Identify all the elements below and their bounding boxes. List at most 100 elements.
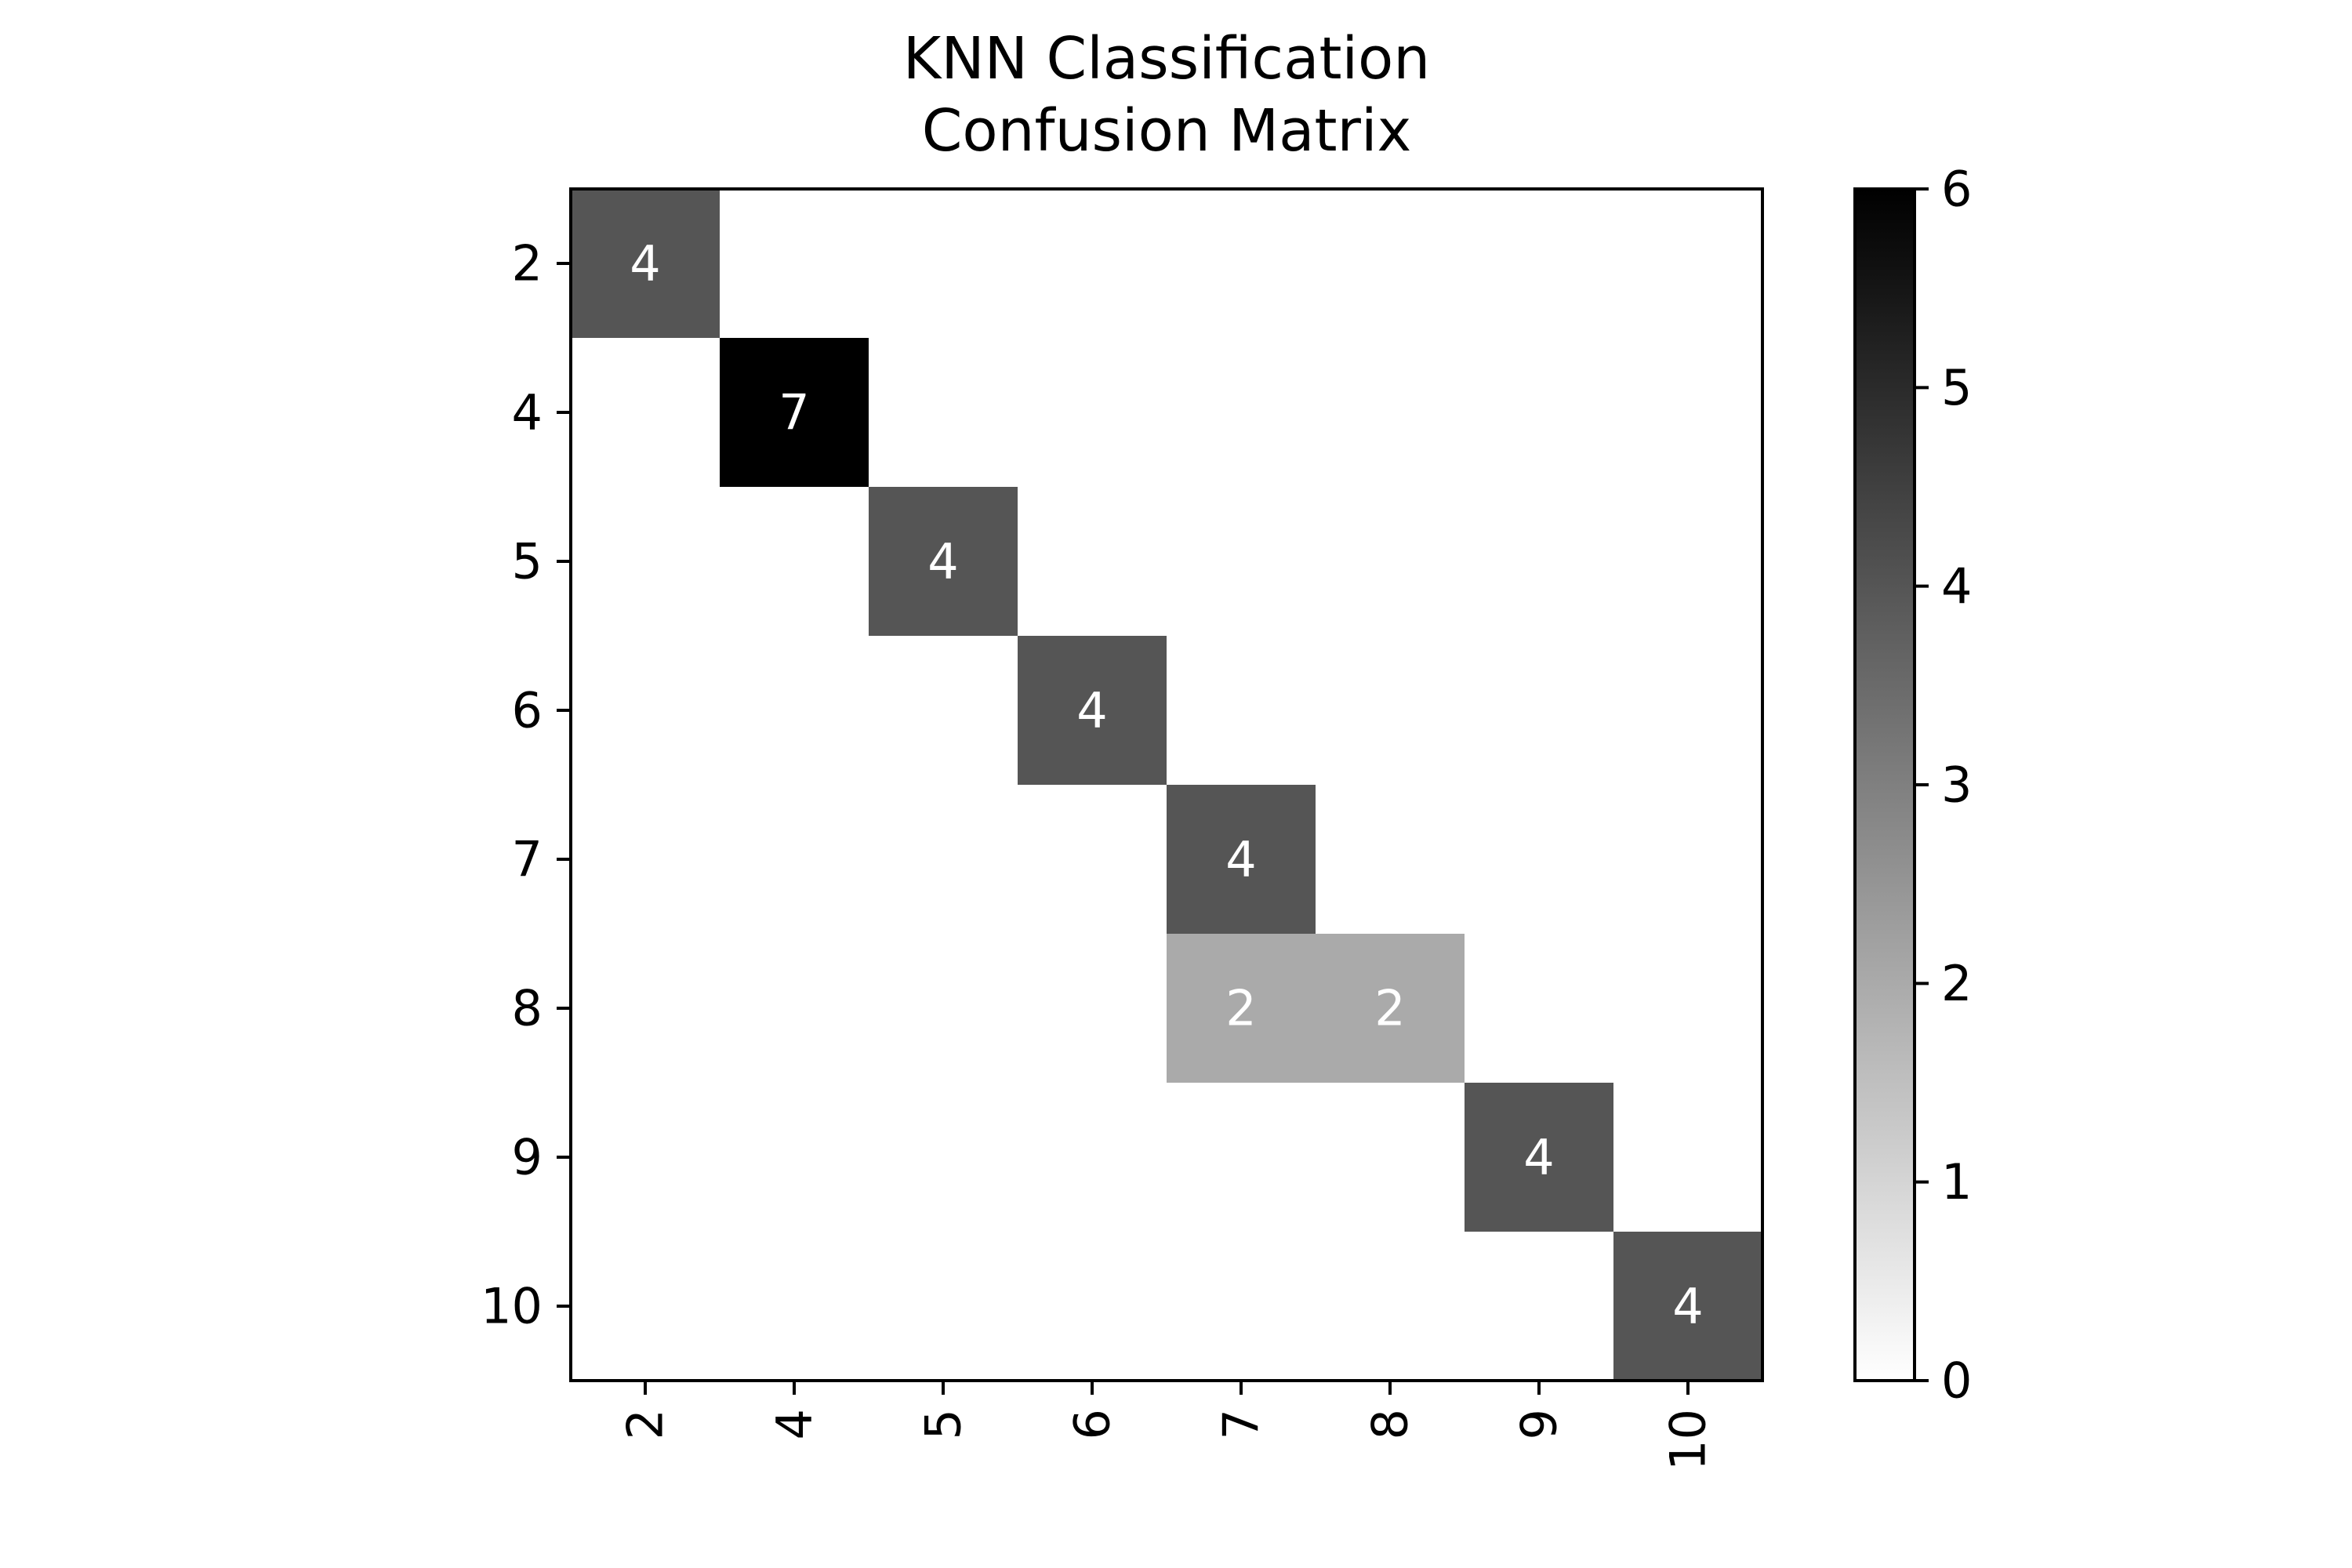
heatmap-cell (869, 785, 1018, 935)
heatmap-cell (1018, 1083, 1167, 1232)
heatmap-cells (571, 189, 1763, 1381)
heatmap-cell (1167, 934, 1316, 1083)
heatmap-cell (720, 785, 869, 935)
x-tick-label: 7 (1213, 1409, 1270, 1439)
heatmap-cell (1613, 1083, 1763, 1232)
cell-value-label: 4 (927, 533, 958, 590)
heatmap-cell (571, 1232, 720, 1381)
cell-value-label: 4 (1672, 1278, 1703, 1335)
colorbar (1853, 187, 1916, 1382)
heatmap-cell (1018, 785, 1167, 935)
heatmap-cell (1465, 1232, 1614, 1381)
x-tick-label: 6 (1064, 1409, 1121, 1439)
heatmap-cell (1316, 934, 1465, 1083)
heatmap-cell (1018, 338, 1167, 488)
heatmap-cell (1613, 487, 1763, 637)
heatmap-cell (1018, 934, 1167, 1083)
heatmap-cell (1613, 934, 1763, 1083)
heatmap-cell (1167, 487, 1316, 637)
chart-title-line-2: Confusion Matrix (922, 97, 1412, 165)
y-tick-label: 2 (512, 235, 543, 292)
heatmap-cell (1316, 189, 1465, 339)
heatmap-cell (1167, 189, 1316, 339)
heatmap-cell (1167, 785, 1316, 935)
heatmap-cell (1465, 338, 1614, 488)
heatmap-cell (1613, 1232, 1763, 1381)
heatmap-cell (869, 934, 1018, 1083)
colorbar-tick-label: 6 (1941, 161, 1972, 218)
cell-labels: 4 7 4 4 4 2 2 4 4 (630, 235, 1703, 1335)
heatmap-cell (1167, 1232, 1316, 1381)
y-tick-label: 9 (512, 1129, 543, 1186)
heatmap-cell (1018, 487, 1167, 637)
y-tick-label: 4 (512, 384, 543, 441)
heatmap-cell (1316, 785, 1465, 935)
cell-value-label: 2 (1374, 980, 1405, 1037)
y-tick-label: 10 (481, 1278, 543, 1335)
y-axis: 2 4 5 6 7 8 9 10 (481, 235, 571, 1335)
x-tick-label: 8 (1362, 1409, 1419, 1439)
heatmap-cell (571, 636, 720, 786)
heatmap-cell (1316, 1232, 1465, 1381)
x-tick-label: 10 (1660, 1409, 1717, 1471)
colorbar-tick-label: 3 (1941, 757, 1972, 814)
heatmap-cell (1465, 636, 1614, 786)
heatmap-cell (1465, 487, 1614, 637)
y-tick-label: 5 (512, 533, 543, 590)
heatmap-cell (1465, 934, 1614, 1083)
cell-value-label: 4 (1076, 682, 1107, 739)
heatmap-cell (1167, 338, 1316, 488)
cell-value-label: 4 (1225, 831, 1256, 888)
heatmap-cell (869, 1083, 1018, 1232)
heatmap-cell (571, 1083, 720, 1232)
heatmap-cell (720, 338, 869, 488)
heatmap-cell (720, 934, 869, 1083)
colorbar-tick-label: 0 (1941, 1352, 1972, 1410)
heatmap-cell (869, 189, 1018, 339)
colorbar-tick-label: 2 (1941, 955, 1972, 1012)
heatmap-cell (869, 1232, 1018, 1381)
heatmap-cell (1167, 636, 1316, 786)
heatmap-cell (720, 487, 869, 637)
y-tick-label: 8 (512, 980, 543, 1037)
heatmap-cell (1316, 487, 1465, 637)
x-axis: 2 4 5 6 7 8 9 10 (617, 1381, 1717, 1471)
chart-title-line-1: KNN Classification (903, 25, 1430, 93)
heatmap-cell (1018, 636, 1167, 786)
heatmap-cell (869, 487, 1018, 637)
x-tick-label: 2 (617, 1409, 674, 1439)
heatmap-cell (1316, 1083, 1465, 1232)
y-tick-label: 6 (512, 682, 543, 739)
x-tick-label: 4 (766, 1409, 823, 1439)
heatmap-cell (1316, 636, 1465, 786)
heatmap-cell (1018, 1232, 1167, 1381)
colorbar-tick-label: 4 (1941, 557, 1972, 615)
cell-value-label: 4 (630, 235, 660, 292)
heatmap-cell (720, 1083, 869, 1232)
heatmap-cell (1613, 338, 1763, 488)
heatmap-cell (720, 1232, 869, 1381)
heatmap-cell (571, 487, 720, 637)
heatmap-cell (1018, 189, 1167, 339)
x-tick-label: 5 (915, 1409, 972, 1439)
colorbar-tick-label: 1 (1941, 1153, 1972, 1210)
heatmap-cell (720, 189, 869, 339)
heatmap-cell (1613, 636, 1763, 786)
heatmap-cell (1613, 189, 1763, 339)
heatmap-cell (1316, 338, 1465, 488)
heatmap-cell (571, 338, 720, 488)
heatmap-cell (869, 338, 1018, 488)
x-tick-label: 9 (1511, 1409, 1568, 1439)
colorbar-tick-label: 5 (1941, 359, 1972, 416)
heatmap-cell (1613, 785, 1763, 935)
heatmap-cell (571, 785, 720, 935)
heatmap-cell (1465, 1083, 1614, 1232)
heatmap-cell (571, 189, 720, 339)
cell-value-label: 2 (1225, 980, 1256, 1037)
y-tick-label: 7 (512, 831, 543, 888)
heatmap-cell (869, 636, 1018, 786)
heatmap-cell (1167, 1083, 1316, 1232)
heatmap-cell (1465, 189, 1614, 339)
cell-value-label: 4 (1523, 1129, 1554, 1186)
